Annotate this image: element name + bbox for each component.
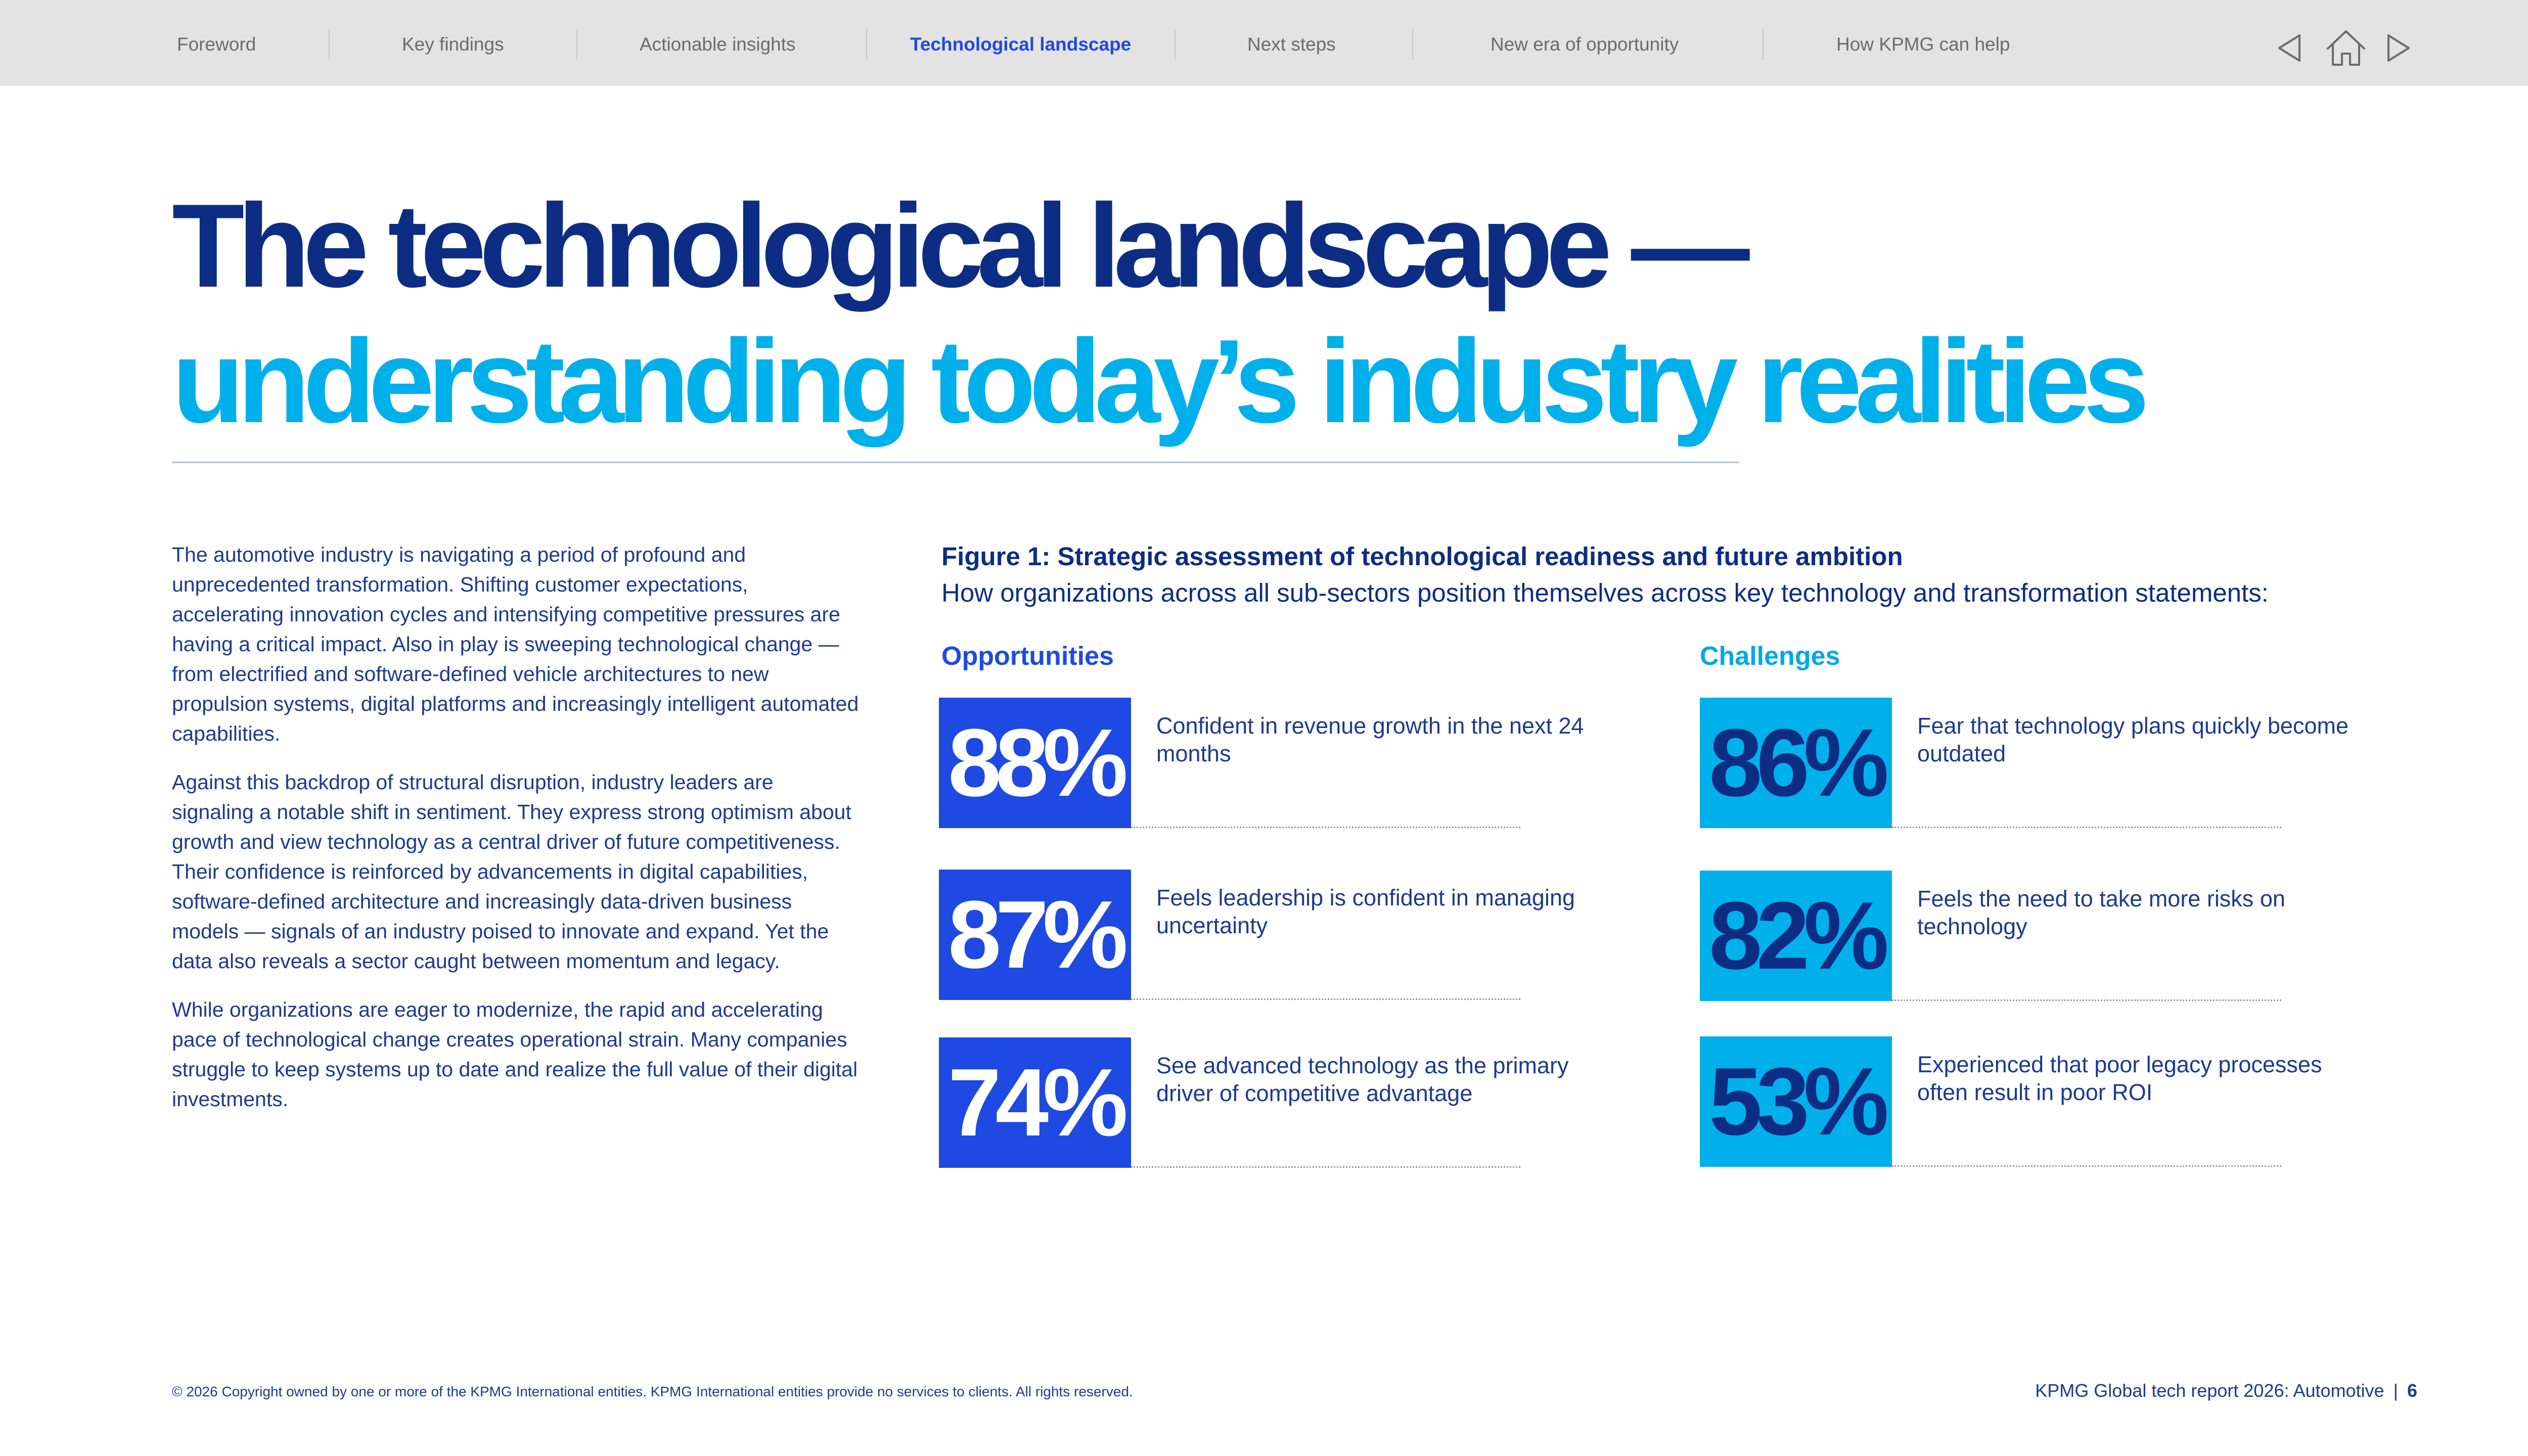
nav-divider (576, 29, 577, 60)
stat-value: 74% (947, 1049, 1128, 1156)
stat-description: Fear that technology plans quickly becom… (1917, 713, 2349, 766)
stat-value: 88% (947, 709, 1128, 816)
dotted-divider (1131, 1166, 1520, 1168)
stat-value: 82% (1708, 882, 1889, 989)
figure-title: Figure 1: Strategic assessment of techno… (941, 542, 1903, 571)
opportunities-heading: Opportunities (941, 642, 1114, 671)
intro-paragraph: While organizations are eager to moderni… (172, 998, 858, 1111)
footer-separator: | (2393, 1380, 2398, 1401)
title-divider (172, 462, 1739, 463)
stat-description: Feels leadership is confident in managin… (1156, 885, 1575, 938)
dotted-divider (1892, 999, 2281, 1001)
dotted-divider (1131, 998, 1520, 1000)
nav-item-key-findings[interactable]: Key findings (402, 34, 504, 55)
report-footer: KPMG Global tech report 2026: Automotive… (2035, 1380, 2417, 1401)
stat-value-box: 74% (939, 1037, 1131, 1168)
challenge-stat: 53% Experienced that poor legacy process… (1700, 1036, 2357, 1167)
stat-value: 53% (1708, 1048, 1889, 1155)
report-name: KPMG Global tech report 2026: Automotive (2035, 1380, 2384, 1401)
back-arrow-icon[interactable] (2266, 25, 2312, 71)
intro-paragraph: The automotive industry is navigating a … (172, 543, 859, 745)
stat-description: Experienced that poor legacy processes o… (1917, 1052, 2322, 1105)
nav-divider (866, 29, 867, 60)
stat-description: Feels the need to take more risks on tec… (1917, 886, 2285, 939)
home-icon[interactable] (2321, 25, 2371, 71)
stat-value-box: 87% (939, 870, 1131, 1000)
page-number: 6 (2407, 1380, 2417, 1401)
page-title-line-1: The technological landscape — (172, 179, 1750, 312)
nav-item-technological-landscape[interactable]: Technological landscape (910, 34, 1132, 55)
intro-text: The automotive industry is navigating a … (172, 540, 860, 1133)
section-nav: Foreword Key findings Actionable insight… (0, 0, 2073, 86)
nav-item-foreword[interactable]: Foreword (177, 34, 256, 55)
opportunity-stat: 74% See advanced technology as the prima… (939, 1037, 1596, 1168)
dotted-divider (1892, 1165, 2281, 1167)
nav-divider (1175, 29, 1176, 60)
forward-arrow-icon[interactable] (2376, 25, 2422, 71)
opportunity-stat: 87% Feels leadership is confident in man… (939, 870, 1596, 1000)
stat-description: Confident in revenue growth in the next … (1156, 713, 1584, 766)
challenges-heading: Challenges (1700, 642, 1840, 671)
nav-item-new-era-of-opportunity[interactable]: New era of opportunity (1491, 34, 1679, 55)
page-title-line-2: understanding today’s industry realities (172, 314, 2149, 447)
nav-item-next-steps[interactable]: Next steps (1247, 34, 1336, 55)
stat-value: 86% (1708, 709, 1889, 816)
nav-divider (1763, 29, 1764, 60)
stat-value-box: 86% (1700, 698, 1892, 828)
nav-divider (1412, 29, 1413, 60)
challenge-stat: 86% Fear that technology plans quickly b… (1700, 698, 2357, 828)
top-navigation-bar: Foreword Key findings Actionable insight… (0, 0, 2528, 86)
copyright-notice: © 2026 Copyright owned by one or more of… (172, 1384, 1133, 1399)
figure-subtitle: How organizations across all sub-sectors… (941, 578, 2269, 607)
dotted-divider (1131, 827, 1520, 828)
dotted-divider (1892, 827, 2281, 828)
stat-value-box: 82% (1700, 871, 1892, 1001)
stat-value-box: 88% (939, 698, 1131, 828)
stat-description: See advanced technology as the primary d… (1156, 1053, 1569, 1106)
stat-value: 87% (947, 881, 1128, 988)
opportunity-stat: 88% Confident in revenue growth in the n… (939, 698, 1596, 828)
challenge-stat: 82% Feels the need to take more risks on… (1700, 871, 2357, 1001)
nav-divider (329, 29, 330, 60)
page-title: The technological landscape — understand… (172, 178, 2149, 449)
nav-item-how-kpmg-can-help[interactable]: How KPMG can help (1836, 34, 2010, 55)
nav-item-actionable-insights[interactable]: Actionable insights (640, 34, 796, 55)
stat-value-box: 53% (1700, 1036, 1892, 1167)
intro-paragraph: Against this backdrop of structural disr… (172, 770, 851, 973)
